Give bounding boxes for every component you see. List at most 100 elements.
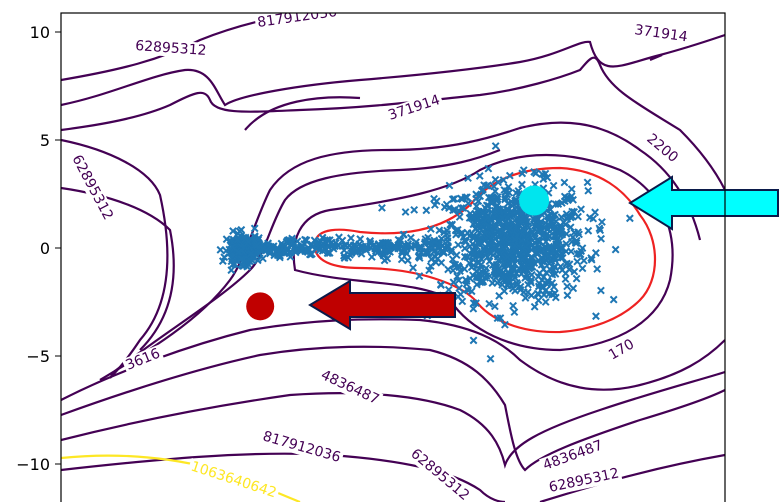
sample-point — [334, 241, 342, 250]
sample-point — [496, 226, 505, 235]
sample-point — [539, 175, 548, 183]
sample-point — [520, 262, 529, 271]
sample-point — [510, 308, 519, 317]
sample-point — [493, 314, 502, 323]
sample-point — [463, 193, 471, 202]
sample-point — [422, 206, 431, 215]
sample-point — [469, 336, 478, 345]
sample-point — [415, 254, 424, 262]
sample-point — [433, 254, 442, 263]
plot-background — [61, 13, 725, 502]
sample-point — [580, 256, 588, 265]
sample-point — [539, 231, 548, 239]
sample-point — [449, 206, 457, 215]
sample-point — [519, 225, 528, 234]
sample-points — [216, 142, 634, 363]
sample-point — [503, 281, 512, 290]
sample-point — [592, 312, 600, 321]
sample-point — [508, 284, 517, 293]
sample-point — [237, 225, 246, 234]
sample-point — [484, 164, 493, 173]
sample-point — [404, 241, 413, 250]
sample-point — [523, 217, 532, 226]
sample-point — [415, 272, 424, 280]
sample-point — [454, 276, 463, 285]
sample-point — [556, 231, 565, 240]
sample-point — [385, 244, 393, 253]
sample-point — [485, 299, 494, 308]
sample-point — [570, 267, 579, 276]
sample-point — [487, 199, 496, 208]
sample-point — [546, 205, 555, 214]
sample-point — [228, 260, 237, 269]
sample-point — [455, 284, 464, 293]
sample-point — [525, 238, 534, 247]
sample-point — [609, 295, 618, 304]
sample-point — [575, 230, 583, 239]
sample-point — [409, 263, 417, 272]
contour-line — [61, 370, 725, 469]
plot-area: 817912036 62895312 371914 62895312 2200 … — [61, 13, 725, 502]
sample-point — [229, 227, 237, 235]
sample-point — [464, 253, 472, 261]
sample-point — [542, 237, 550, 246]
sample-point — [222, 235, 231, 244]
contour-label-background — [384, 91, 445, 125]
sample-point — [550, 262, 559, 271]
sample-point — [557, 213, 566, 222]
sample-point — [258, 254, 267, 263]
sample-point — [469, 304, 478, 313]
sample-point — [572, 274, 581, 283]
sample-point — [233, 236, 242, 244]
sample-point — [583, 178, 592, 187]
contour-label-background — [254, 13, 341, 32]
sample-point — [550, 256, 559, 264]
sample-point — [302, 236, 310, 245]
sample-point — [499, 273, 508, 282]
sample-point — [443, 237, 452, 246]
sample-point — [470, 233, 479, 242]
sample-point — [557, 243, 566, 251]
sample-point — [516, 282, 525, 291]
sample-point — [427, 240, 436, 249]
sample-point — [591, 208, 599, 217]
sample-point — [228, 254, 237, 263]
sample-point — [552, 237, 561, 246]
sample-point — [560, 178, 569, 187]
sample-point — [216, 245, 225, 254]
sample-point — [490, 302, 499, 311]
sample-point — [503, 253, 512, 262]
sample-point — [482, 264, 491, 273]
sample-point — [427, 255, 436, 264]
sample-point — [250, 241, 259, 250]
sample-point — [436, 280, 445, 289]
sample-point — [426, 225, 435, 233]
sample-point — [534, 290, 543, 299]
sample-point — [491, 142, 500, 150]
sample-point — [321, 243, 330, 252]
sample-point — [532, 169, 540, 178]
sample-point — [569, 284, 578, 293]
y-tick-label: −10 — [16, 455, 50, 474]
sample-point — [425, 266, 434, 275]
sample-point — [488, 232, 497, 240]
contour-label-background — [132, 37, 209, 60]
sample-point — [498, 214, 507, 223]
sample-point — [526, 276, 535, 285]
sample-point — [483, 213, 492, 222]
sample-point — [544, 277, 553, 286]
sample-point — [456, 267, 464, 276]
sample-point — [444, 285, 453, 294]
sample-point — [296, 247, 305, 256]
sample-point — [449, 278, 458, 287]
sample-point — [440, 228, 448, 237]
sample-point — [484, 206, 492, 215]
y-axis: 10 5 0 −5 −10 — [16, 23, 61, 474]
sample-point — [305, 245, 314, 254]
sample-point — [597, 234, 606, 243]
sample-point — [410, 205, 419, 214]
end-marker — [519, 185, 550, 216]
sample-point — [507, 265, 516, 274]
sample-point — [560, 197, 569, 206]
axes-frame — [60, 12, 726, 502]
